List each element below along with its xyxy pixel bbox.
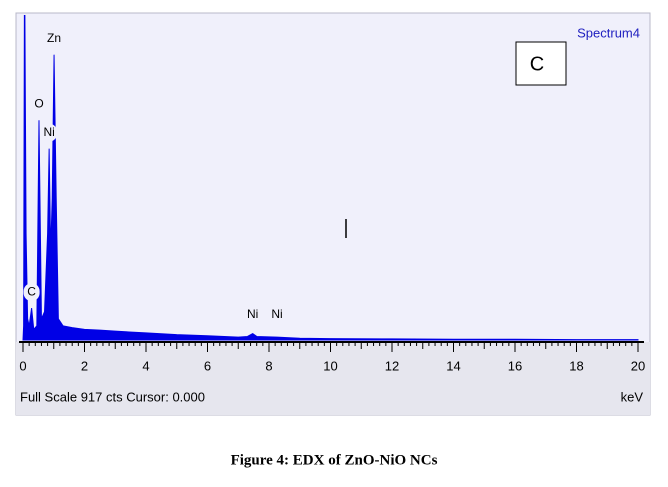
spectrum-name: Spectrum4 (577, 25, 640, 40)
peak-label-bg (30, 95, 47, 114)
x-tick-label: 6 (204, 358, 211, 373)
spectrum (22, 15, 639, 341)
status-text: Full Scale 917 cts Cursor: 0.000 (20, 389, 205, 404)
peak-label-bg (244, 306, 261, 324)
peak-label: O (34, 96, 43, 110)
x-tick-label: 0 (19, 358, 26, 373)
x-tick-label: 8 (265, 358, 272, 373)
x-axis-label: keV (621, 389, 644, 404)
x-tick-label: 16 (508, 358, 522, 373)
x-tick-label: 20 (631, 358, 645, 373)
peak-label-bg (23, 283, 40, 302)
x-tick-label: 14 (446, 358, 460, 373)
peak-label: Zn (47, 31, 61, 45)
x-tick-label: 4 (142, 358, 149, 373)
peak-label-bg (41, 123, 58, 142)
caption: Figure 4: EDX of ZnO-NiO NCs (231, 452, 438, 468)
peak-label: Ni (43, 125, 54, 139)
peak-label-bg (268, 306, 285, 324)
axis-strip (16, 342, 650, 415)
x-tick-label: 2 (81, 358, 88, 373)
panel-label: C (530, 53, 544, 75)
x-tick-label: 10 (323, 358, 337, 373)
peak-label-bg (46, 29, 63, 48)
peak-label: Ni (247, 307, 258, 321)
peak-label: Ni (271, 307, 282, 321)
peak-label: C (27, 284, 36, 298)
x-tick-label: 18 (569, 358, 583, 373)
panel-box (515, 41, 567, 86)
x-tick-label: 12 (385, 358, 399, 373)
